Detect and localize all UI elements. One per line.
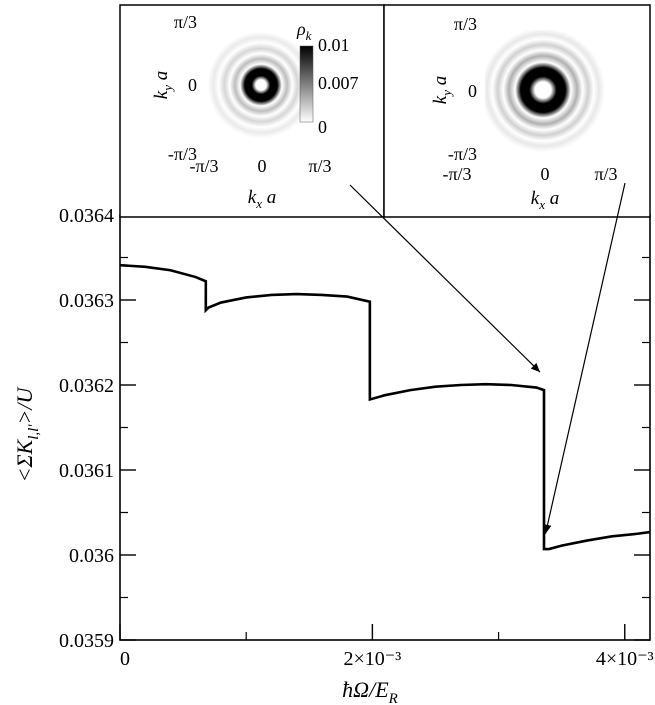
- inset-right-ytick-label: -π/3: [448, 144, 477, 164]
- x-tick-label: 0: [120, 648, 130, 670]
- inset-left-arrow: [349, 184, 541, 373]
- colorbar-tick-label: 0.007: [318, 73, 359, 93]
- colorbar-tick-label: 0.01: [318, 35, 350, 55]
- inset-left: ρk 0.01 0.007 0 π/3 0 -π/3 -π/3 0 π/3 kx…: [119, 4, 385, 218]
- inset-left-xtick-label: 0: [258, 156, 267, 176]
- y-axis-title: <ΣKl,l'>/U: [12, 386, 42, 483]
- inset-right-x-title: kx a: [531, 188, 559, 212]
- inset-right-heatmap: [485, 30, 609, 154]
- colorbar-tick-label: 0: [318, 117, 327, 137]
- y-tick-label: 0.0364: [59, 205, 114, 227]
- series-line: [119, 263, 651, 551]
- inset-left-colorbar: [299, 45, 314, 123]
- inset-right-y-title: ky a: [430, 76, 454, 104]
- y-axis-ticks: 0.0359 0.036 0.0361 0.0362 0.0363 0.0364: [59, 205, 650, 652]
- inset-right-xtick-label: -π/3: [442, 164, 471, 184]
- inset-right-xtick-label: 0: [541, 164, 550, 184]
- inset-right-ytick-label: 0: [468, 81, 477, 101]
- data-series: [119, 263, 651, 551]
- inset-left-xtick-label: -π/3: [189, 156, 218, 176]
- inset-left-ytick-label: π/3: [174, 12, 197, 32]
- inset-left-ytick-label: -π/3: [168, 144, 197, 164]
- inset-left-x-title: kx a: [248, 187, 276, 211]
- x-axis-title: ħΩ/ER: [342, 677, 398, 705]
- x-axis-ticks: 0 2×10⁻³ 4×10⁻³: [119, 624, 654, 670]
- inset-left-xtick-label: π/3: [308, 156, 331, 176]
- inset-right-arrow: [543, 182, 626, 534]
- y-tick-label: 0.0359: [59, 630, 114, 652]
- y-tick-label: 0.0361: [59, 460, 114, 482]
- inset-left-y-title: ky a: [151, 71, 175, 99]
- inset-right-ytick-label: π/3: [454, 14, 477, 34]
- y-tick-label: 0.0362: [59, 375, 114, 397]
- y-tick-label: 0.0363: [59, 290, 114, 312]
- y-tick-label: 0.036: [69, 545, 114, 567]
- inset-right: π/3 0 -π/3 -π/3 0 π/3 kx a ky a: [383, 4, 651, 218]
- inset-right-xtick-label: π/3: [594, 164, 617, 184]
- x-tick-label: 4×10⁻³: [596, 648, 654, 670]
- x-tick-label: 2×10⁻³: [343, 648, 401, 670]
- inset-left-ytick-label: 0: [188, 75, 197, 95]
